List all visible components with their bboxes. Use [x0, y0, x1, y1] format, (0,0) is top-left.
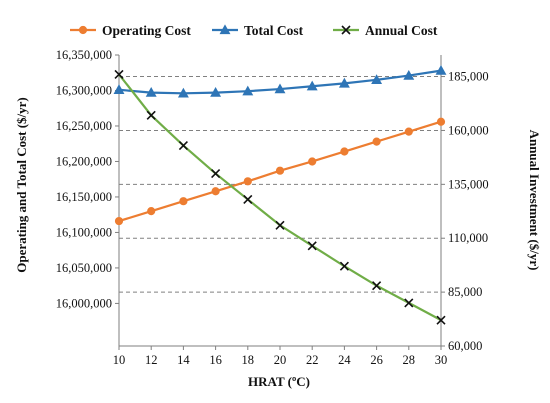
data-point-stroke — [243, 194, 253, 204]
data-point — [436, 117, 446, 126]
left-y-axis-title: Operating and Total Cost ($/yr) — [14, 97, 29, 273]
data-point — [372, 137, 381, 146]
data-point — [243, 177, 252, 186]
left-y-tick-label: 16,000,000 — [56, 296, 112, 310]
data-point-stroke — [307, 241, 317, 251]
left-y-tick-label: 16,100,000 — [56, 225, 112, 239]
gridlines — [119, 76, 441, 293]
data-point — [308, 157, 317, 166]
left-y-tick-label: 16,200,000 — [56, 154, 112, 168]
x-axis-title: HRAT (ºC) — [248, 374, 310, 389]
data-point — [211, 168, 221, 179]
data-point — [275, 166, 285, 175]
legend-marker — [341, 25, 351, 35]
right-y-tick-label: 135,000 — [448, 177, 489, 191]
data-point — [179, 197, 188, 206]
data-point — [211, 187, 220, 196]
data-point — [338, 77, 350, 88]
series-line — [118, 73, 442, 322]
data-point — [339, 261, 349, 271]
data-point — [307, 241, 317, 251]
x-tick-label: 28 — [403, 353, 416, 367]
legend-item: Operating Cost — [70, 23, 191, 38]
data-point — [146, 110, 156, 120]
left-y-tick-label: 16,150,000 — [56, 190, 112, 204]
legend: Operating Cost Total Cost Annual Cost — [70, 23, 438, 38]
data-point — [114, 216, 124, 226]
data-point — [243, 194, 253, 204]
left-y-tick-label: 16,350,000 — [56, 48, 112, 62]
x-tick-label: 16 — [209, 353, 222, 367]
data-point — [274, 83, 286, 94]
x-tick-label: 12 — [145, 353, 158, 367]
data-point — [178, 140, 188, 151]
series-annual-cost — [114, 69, 446, 325]
data-point — [436, 315, 446, 325]
left-y-tick-label: 16,300,000 — [56, 83, 112, 97]
series — [113, 64, 447, 325]
right-y-tick-label: 185,000 — [448, 70, 489, 84]
data-point — [113, 84, 125, 94]
x-tick-label: 26 — [370, 353, 383, 367]
axes: 10 12 14 16 18 20 22 24 26 28 30 16,350,000 16,300,0… — [56, 48, 489, 367]
left-y-tick-label: 16,050,000 — [56, 261, 112, 275]
legend-label: Annual Cost — [365, 23, 438, 38]
data-point — [242, 85, 254, 96]
data-point — [145, 86, 157, 97]
right-y-tick-label: 85,000 — [448, 285, 482, 299]
series-total-cost — [113, 64, 447, 98]
x-tick-label: 14 — [177, 353, 190, 367]
data-point — [372, 281, 382, 291]
data-point — [435, 64, 447, 75]
legend-marker — [78, 25, 88, 35]
data-point — [147, 207, 156, 216]
data-point — [371, 74, 383, 85]
data-point-stroke — [114, 69, 124, 79]
data-point-stroke — [146, 110, 156, 120]
left-y-tick-label: 16,250,000 — [56, 119, 112, 133]
data-point-stroke — [339, 261, 349, 271]
x-tick-label: 22 — [306, 353, 319, 367]
data-point — [275, 220, 285, 230]
data-point-stroke — [372, 281, 382, 291]
series-operating-cost — [114, 117, 446, 226]
x-tick-label: 18 — [242, 353, 255, 367]
data-point — [403, 69, 415, 80]
data-point-stroke — [211, 168, 221, 179]
x-tick-label: 20 — [274, 353, 287, 367]
data-point-stroke — [404, 298, 414, 308]
legend-label: Operating Cost — [102, 23, 191, 38]
data-point — [404, 127, 413, 136]
x-tick-label: 10 — [113, 353, 126, 367]
data-point — [210, 86, 222, 97]
data-point-stroke — [436, 315, 446, 325]
data-point — [340, 147, 349, 156]
data-point-stroke — [178, 140, 188, 151]
legend-label: Total Cost — [244, 23, 304, 38]
data-point-stroke — [275, 220, 285, 230]
data-point — [177, 87, 189, 98]
legend-marker-stroke — [341, 25, 351, 35]
right-y-axis-title: Annual Investment ($/yr) — [527, 130, 542, 271]
right-y-tick-label: 160,000 — [448, 123, 489, 137]
x-tick-label: 24 — [338, 353, 351, 367]
legend-item: Total Cost — [212, 23, 304, 38]
data-point — [114, 69, 124, 79]
data-point — [306, 80, 318, 91]
data-point — [404, 298, 414, 308]
legend-item: Annual Cost — [333, 23, 438, 38]
right-y-tick-label: 110,000 — [448, 231, 488, 245]
legend-marker — [219, 24, 231, 35]
x-tick-label: 30 — [435, 353, 448, 367]
right-y-tick-label: 60,000 — [448, 339, 482, 353]
